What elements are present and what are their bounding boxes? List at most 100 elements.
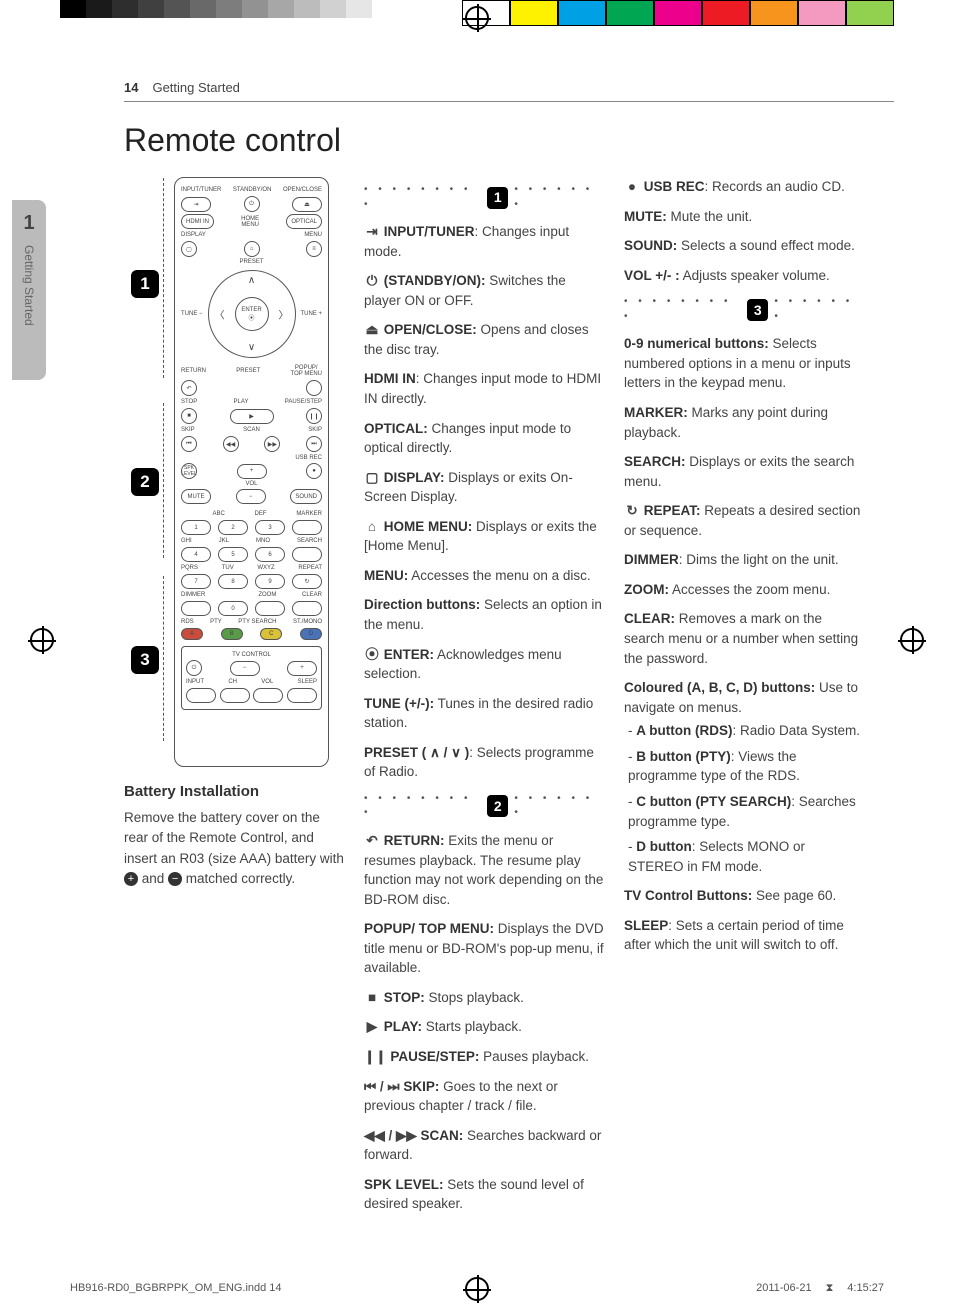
entry-head: ZOOM: (624, 582, 669, 597)
remote-btn-a: A (181, 628, 203, 640)
plus-icon: + (124, 872, 138, 886)
right-column: ● USB REC: Records an audio CD.MUTE: Mut… (624, 177, 864, 1224)
entry-head: POPUP/ TOP MENU: (364, 921, 494, 936)
entry-head: OPTICAL: (364, 421, 428, 436)
remote-btn (181, 601, 211, 616)
footer-time: 4:15:27 (847, 1282, 884, 1295)
remote-btn: SOUND (290, 489, 322, 504)
entry-body: Adjusts speaker volume. (680, 268, 830, 283)
grayscale-bar (60, 0, 398, 26)
remote-label: PQRS (181, 565, 198, 571)
bracket-2 (163, 403, 175, 558)
remote-label: ST./MONO (293, 619, 322, 625)
description-entry: ■ STOP: Stops playback. (364, 988, 604, 1008)
remote-label: INPUT/TUNER (181, 187, 221, 193)
entry-head: OPEN/CLOSE: (384, 322, 477, 337)
entry-icon: ● (624, 177, 640, 197)
remote-btn: 8 (218, 574, 248, 589)
coloured-sub-item: - C button (PTY SEARCH): Searches progra… (628, 792, 864, 831)
remote-btn: MUTE (181, 489, 211, 504)
description-entry: ↻ REPEAT: Repeats a desired section or s… (624, 501, 864, 540)
entry-head: SKIP: (403, 1079, 439, 1094)
header-section: Getting Started (152, 80, 239, 95)
remote-label: STOP (181, 399, 197, 405)
entry-head: INPUT/TUNER (384, 224, 475, 239)
description-entry: MUTE: Mute the unit. (624, 207, 864, 227)
remote-label: MARKER (296, 511, 322, 517)
entry-head: MARKER: (624, 405, 688, 420)
entry-body: Accesses the zoom menu. (669, 582, 830, 597)
remote-label: WXYZ (257, 565, 274, 571)
entry-head: SOUND: (624, 238, 677, 253)
remote-btn: ● (306, 463, 322, 479)
remote-label: CH (228, 679, 237, 685)
callout-badge-2: 2 (131, 468, 159, 496)
section-divider-3: • • • • • • • • •3• • • • • • • (624, 295, 864, 324)
remote-btn: SPK LEVEL (181, 463, 197, 479)
remote-btn (292, 601, 322, 616)
coloured-sub-item: - D button: Selects MONO or STEREO in FM… (628, 837, 864, 876)
remote-btn (306, 380, 322, 396)
left-column: 1 2 3 INPUT/TUNERSTANDBY/ONOPEN/CLOSE ⇥⏻… (124, 177, 344, 1224)
description-entry: ◀◀ / ▶▶ SCAN: Searches backward or forwa… (364, 1126, 604, 1165)
remote-label: RDS (181, 619, 194, 625)
remote-label: CLEAR (302, 592, 322, 598)
description-entry: SLEEP: Sets a certain period of time aft… (624, 916, 864, 955)
remote-btn: ▢ (181, 241, 197, 257)
remote-label: SEARCH (297, 538, 322, 544)
remote-btn: ▶ (230, 409, 274, 424)
remote-btn: 9 (255, 574, 285, 589)
remote-label: MNO (256, 538, 270, 544)
description-entry: DIMMER: Dims the light on the unit. (624, 550, 864, 570)
remote-label: ABC (212, 511, 224, 517)
remote-label: TUNE − (181, 311, 203, 317)
bracket-1 (163, 178, 175, 378)
entry-icon: ⦿ (364, 645, 380, 665)
remote-btn: 5 (218, 547, 248, 562)
remote-btn: 4 (181, 547, 211, 562)
remote-btn (186, 688, 216, 703)
entry-head: DIMMER (624, 552, 679, 567)
remote-btn: ↻ (292, 574, 322, 589)
entry-icon: ❙❙ (364, 1047, 387, 1067)
remote-label: REPEAT (298, 565, 322, 571)
footer-date: 2011-06-21 (756, 1282, 811, 1295)
description-entry: HDMI IN: Changes input mode to HDMI IN d… (364, 369, 604, 408)
minus-icon: − (168, 872, 182, 886)
remote-btn: 0 (218, 601, 248, 616)
remote-label: PRESET (236, 368, 260, 374)
description-entry: PRESET ( ∧ / ∨ ): Selects programme of R… (364, 743, 604, 782)
entry-head: USB REC (644, 179, 705, 194)
description-entry: ⏏ OPEN/CLOSE: Opens and closes the disc … (364, 320, 604, 359)
coloured-sub-item: - B button (PTY): Views the programme ty… (628, 747, 864, 786)
page-title: Remote control (124, 122, 894, 159)
header-rule (124, 101, 894, 102)
remote-label: SLEEP (298, 679, 317, 685)
remote-btn: ❙❙ (306, 408, 322, 424)
entry-body: Accesses the menu on a disc. (408, 568, 590, 583)
entry-head: RETURN: (384, 833, 445, 848)
entry-body: Stops playback. (425, 990, 524, 1005)
entry-body: : Dims the light on the unit. (679, 552, 839, 567)
remote-btn: ⏭ (306, 436, 322, 452)
entry-head: TV Control Buttons: (624, 888, 752, 903)
remote-label: SKIP (181, 427, 195, 433)
remote-label: OPEN/CLOSE (283, 187, 322, 193)
remote-btn: ⏮ (181, 436, 197, 452)
remote-btn: ≡ (306, 241, 322, 257)
entry-icon: ↻ (624, 501, 640, 521)
remote-label: ZOOM (258, 592, 276, 598)
remote-btn: ⏏ (292, 197, 322, 212)
middle-column: • • • • • • • • •1• • • • • • • ⇥ INPUT/… (364, 177, 604, 1224)
description-entry: ▶ PLAY: Starts playback. (364, 1017, 604, 1037)
remote-btn: ⇥ (181, 197, 211, 212)
remote-label: GHI (181, 538, 192, 544)
remote-btn: HDMI IN (181, 214, 214, 229)
description-entry: SOUND: Selects a sound effect mode. (624, 236, 864, 256)
description-entry: Direction buttons: Selects an option in … (364, 595, 604, 634)
remote-label: STANDBY/ON (233, 187, 272, 193)
remote-label: PLAY (234, 399, 249, 405)
description-entry: TUNE (+/-): Tunes in the desired radio s… (364, 694, 604, 733)
entry-icon: ■ (364, 988, 380, 1008)
description-entry: POPUP/ TOP MENU: Displays the DVD title … (364, 919, 604, 978)
